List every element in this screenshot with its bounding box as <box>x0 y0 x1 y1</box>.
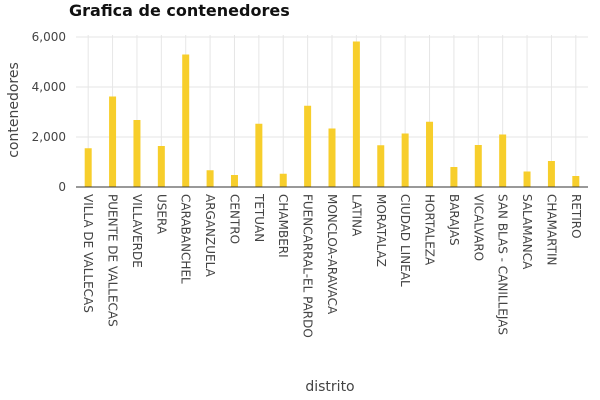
x-tick-label: MORATALAZ <box>374 194 388 267</box>
bars <box>84 41 580 187</box>
bar <box>474 145 482 187</box>
bar <box>377 145 385 187</box>
bar <box>426 121 434 187</box>
bar <box>84 148 92 187</box>
bar <box>352 41 360 187</box>
x-axis-title: distrito <box>305 379 354 395</box>
x-tick-label: VICALVARO <box>471 194 485 261</box>
y-axis-ticks: 0 2,000 4,000 6,000 <box>32 30 66 194</box>
x-tick-label: ARGANZUELA <box>203 194 217 278</box>
bar <box>109 96 117 187</box>
x-tick-label: SALAMANCA <box>520 194 534 270</box>
x-tick-label: TETUAN <box>252 193 266 242</box>
x-tick-label: MONCLOA-ARAVACA <box>325 194 339 315</box>
bar <box>182 54 190 187</box>
bar <box>523 171 531 187</box>
x-tick-label: RETIRO <box>569 194 583 239</box>
bar <box>304 105 312 187</box>
bar <box>157 146 165 187</box>
bar <box>255 123 263 187</box>
bar <box>450 167 458 187</box>
x-axis-ticks: VILLA DE VALLECAS PUENTE DE VALLECAS VILLA… <box>81 193 583 338</box>
x-tick-label: VILLAVERDE <box>130 194 144 268</box>
y-tick-label: 6,000 <box>32 30 66 44</box>
x-tick-label: BARAJAS <box>447 194 461 246</box>
x-tick-label: CIUDAD LINEAL <box>398 194 412 287</box>
x-tick-label: VILLA DE VALLECAS <box>81 194 95 313</box>
bar <box>328 128 336 187</box>
y-tick-label: 2,000 <box>32 130 66 144</box>
bar <box>572 176 580 187</box>
x-tick-label: CARABANCHEL <box>179 194 193 284</box>
x-tick-label: HORTALEZA <box>423 194 437 266</box>
bar <box>499 134 507 187</box>
x-tick-label: CHAMBERI <box>276 194 290 258</box>
y-tick-label: 0 <box>58 180 66 194</box>
x-tick-label: USERA <box>154 194 168 235</box>
x-tick-label: CHAMARTIN <box>544 194 558 265</box>
y-tick-label: 4,000 <box>32 80 66 94</box>
bar <box>133 120 141 187</box>
x-tick-label: PUENTE DE VALLECAS <box>106 194 120 327</box>
bar <box>206 170 214 187</box>
bar <box>547 161 555 187</box>
x-tick-label: LATINA <box>349 194 363 237</box>
x-tick-label: CENTRO <box>227 194 241 244</box>
chart-title: Grafica de contenedores <box>69 1 290 20</box>
bar <box>230 175 238 187</box>
bar <box>279 173 287 187</box>
x-tick-label: FUENCARRAL-EL PARDO <box>301 194 315 338</box>
bar <box>401 133 409 187</box>
y-axis-title: contenedores <box>6 62 22 158</box>
x-tick-label: SAN BLAS - CANILLEJAS <box>496 194 510 335</box>
